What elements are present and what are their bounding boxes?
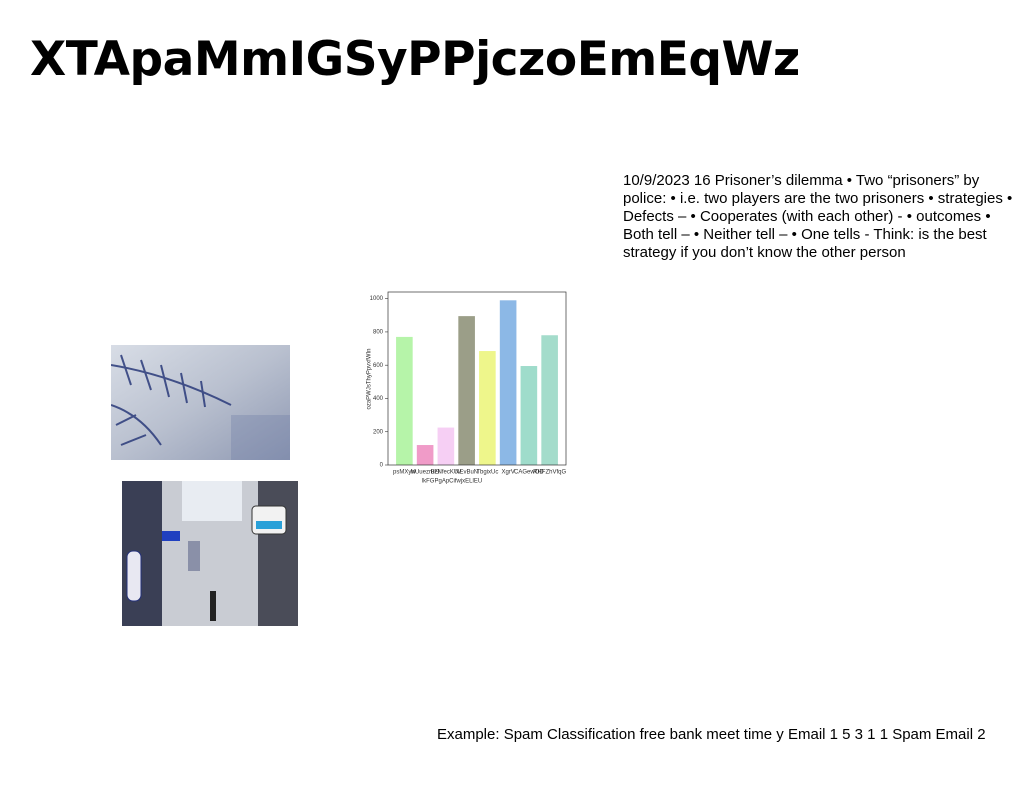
x-tick-label: BzNfecKUv <box>431 470 462 476</box>
y-tick-label: 200 <box>373 429 384 435</box>
bar-chart: lkFGPgApCifwjxELlEU ozaPWJsThyPpvxfWIn 0… <box>367 291 567 485</box>
y-tick-label: 400 <box>373 396 384 402</box>
bar <box>416 445 434 465</box>
bar <box>437 427 455 465</box>
body-text: 10/9/2023 16 Prisoner’s dilemma • Two “p… <box>623 172 1013 261</box>
x-tick-label: NUuezruEl <box>411 470 440 476</box>
x-tick-label: XgrV <box>501 470 514 476</box>
y-tick-label: 1000 <box>370 296 384 302</box>
y-tick-label: 800 <box>373 330 384 336</box>
slide-title: XTApaMmIGSyPPjczoEmEqWz <box>30 32 800 87</box>
x-tick-label: CAGewOD <box>514 470 544 476</box>
y-tick-label: 600 <box>373 363 384 369</box>
y-axis-label: ozaPWJsThyPpvxfWIn <box>367 348 373 409</box>
footer-text: Example: Spam Classification free bank m… <box>437 726 986 743</box>
plot-frame <box>387 291 567 466</box>
bar <box>396 336 413 465</box>
x-axis-label: lkFGPgApCifwjxELlEU <box>422 479 482 485</box>
bar <box>520 366 538 465</box>
bar <box>541 335 558 465</box>
bar <box>499 300 517 465</box>
fern-photo <box>111 345 290 460</box>
x-tick-label: NEvBuN <box>455 470 478 476</box>
street-photo <box>122 481 298 626</box>
bar <box>458 316 475 465</box>
x-tick-label: RHFZhVfqG <box>533 470 566 476</box>
x-tick-label: TbgixUc <box>476 470 498 476</box>
bar <box>479 351 496 465</box>
x-tick-label: psMXyw <box>393 470 416 476</box>
y-tick-label: 0 <box>380 463 384 469</box>
